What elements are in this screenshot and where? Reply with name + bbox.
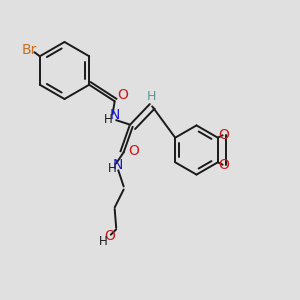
Text: H: H: [99, 235, 108, 248]
Text: H: H: [104, 113, 112, 126]
Text: Br: Br: [22, 43, 37, 56]
Text: O: O: [104, 229, 115, 243]
Text: O: O: [218, 158, 229, 172]
Text: N: N: [113, 158, 124, 172]
Text: O: O: [118, 88, 128, 102]
Text: N: N: [109, 108, 120, 122]
Text: O: O: [128, 144, 139, 158]
Text: H: H: [108, 162, 117, 175]
Text: H: H: [147, 90, 156, 103]
Text: O: O: [218, 128, 229, 142]
